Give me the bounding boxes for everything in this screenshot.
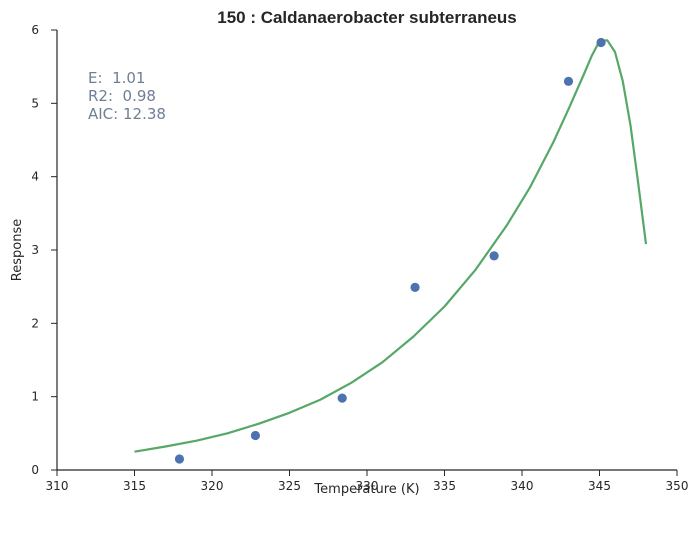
y-tick-label: 0: [31, 463, 39, 477]
y-tick-label: 5: [31, 96, 39, 110]
y-tick-label: 2: [31, 316, 39, 330]
data-point: [596, 37, 606, 48]
y-tick-label: 1: [31, 390, 39, 404]
data-point: [410, 282, 420, 292]
y-ticks: 0 1 2 3 4 5 6: [31, 23, 57, 477]
x-tick-label: 310: [46, 479, 69, 493]
x-tick-label: 325: [278, 479, 301, 493]
y-tick-label: 4: [31, 170, 39, 184]
x-ticks: 310 315 320 325 330 335 340 345 350: [46, 470, 689, 493]
data-point: [250, 430, 260, 441]
data-point: [489, 251, 499, 261]
chart-title: 150 : Caldanaerobacter subterraneus: [217, 8, 517, 27]
x-tick-label: 335: [433, 479, 456, 493]
stat-aic: AIC: 12.38: [88, 105, 166, 123]
x-axis-label: Temperature (K): [313, 482, 419, 497]
data-point: [563, 76, 574, 86]
fit-curve-line: [134, 39, 648, 453]
data-point: [174, 454, 185, 464]
data-points-layer: [174, 37, 606, 464]
y-tick-label: 3: [31, 243, 39, 257]
y-axis-label: Response: [10, 219, 25, 281]
stat-r2: R2: 0.98: [88, 87, 156, 105]
stats-annotation: E: 1.01 R2: 0.98 AIC: 12.38: [88, 69, 166, 123]
stat-e: E: 1.01: [88, 69, 145, 87]
x-tick-label: 350: [666, 479, 689, 493]
x-tick-label: 345: [588, 479, 611, 493]
x-tick-label: 330: [356, 479, 379, 493]
y-tick-label: 6: [31, 23, 39, 37]
x-tick-label: 315: [123, 479, 146, 493]
fit-curve-layer: [134, 39, 648, 453]
data-point: [337, 393, 347, 403]
x-tick-label: 320: [201, 479, 224, 493]
x-tick-label: 340: [511, 479, 534, 493]
